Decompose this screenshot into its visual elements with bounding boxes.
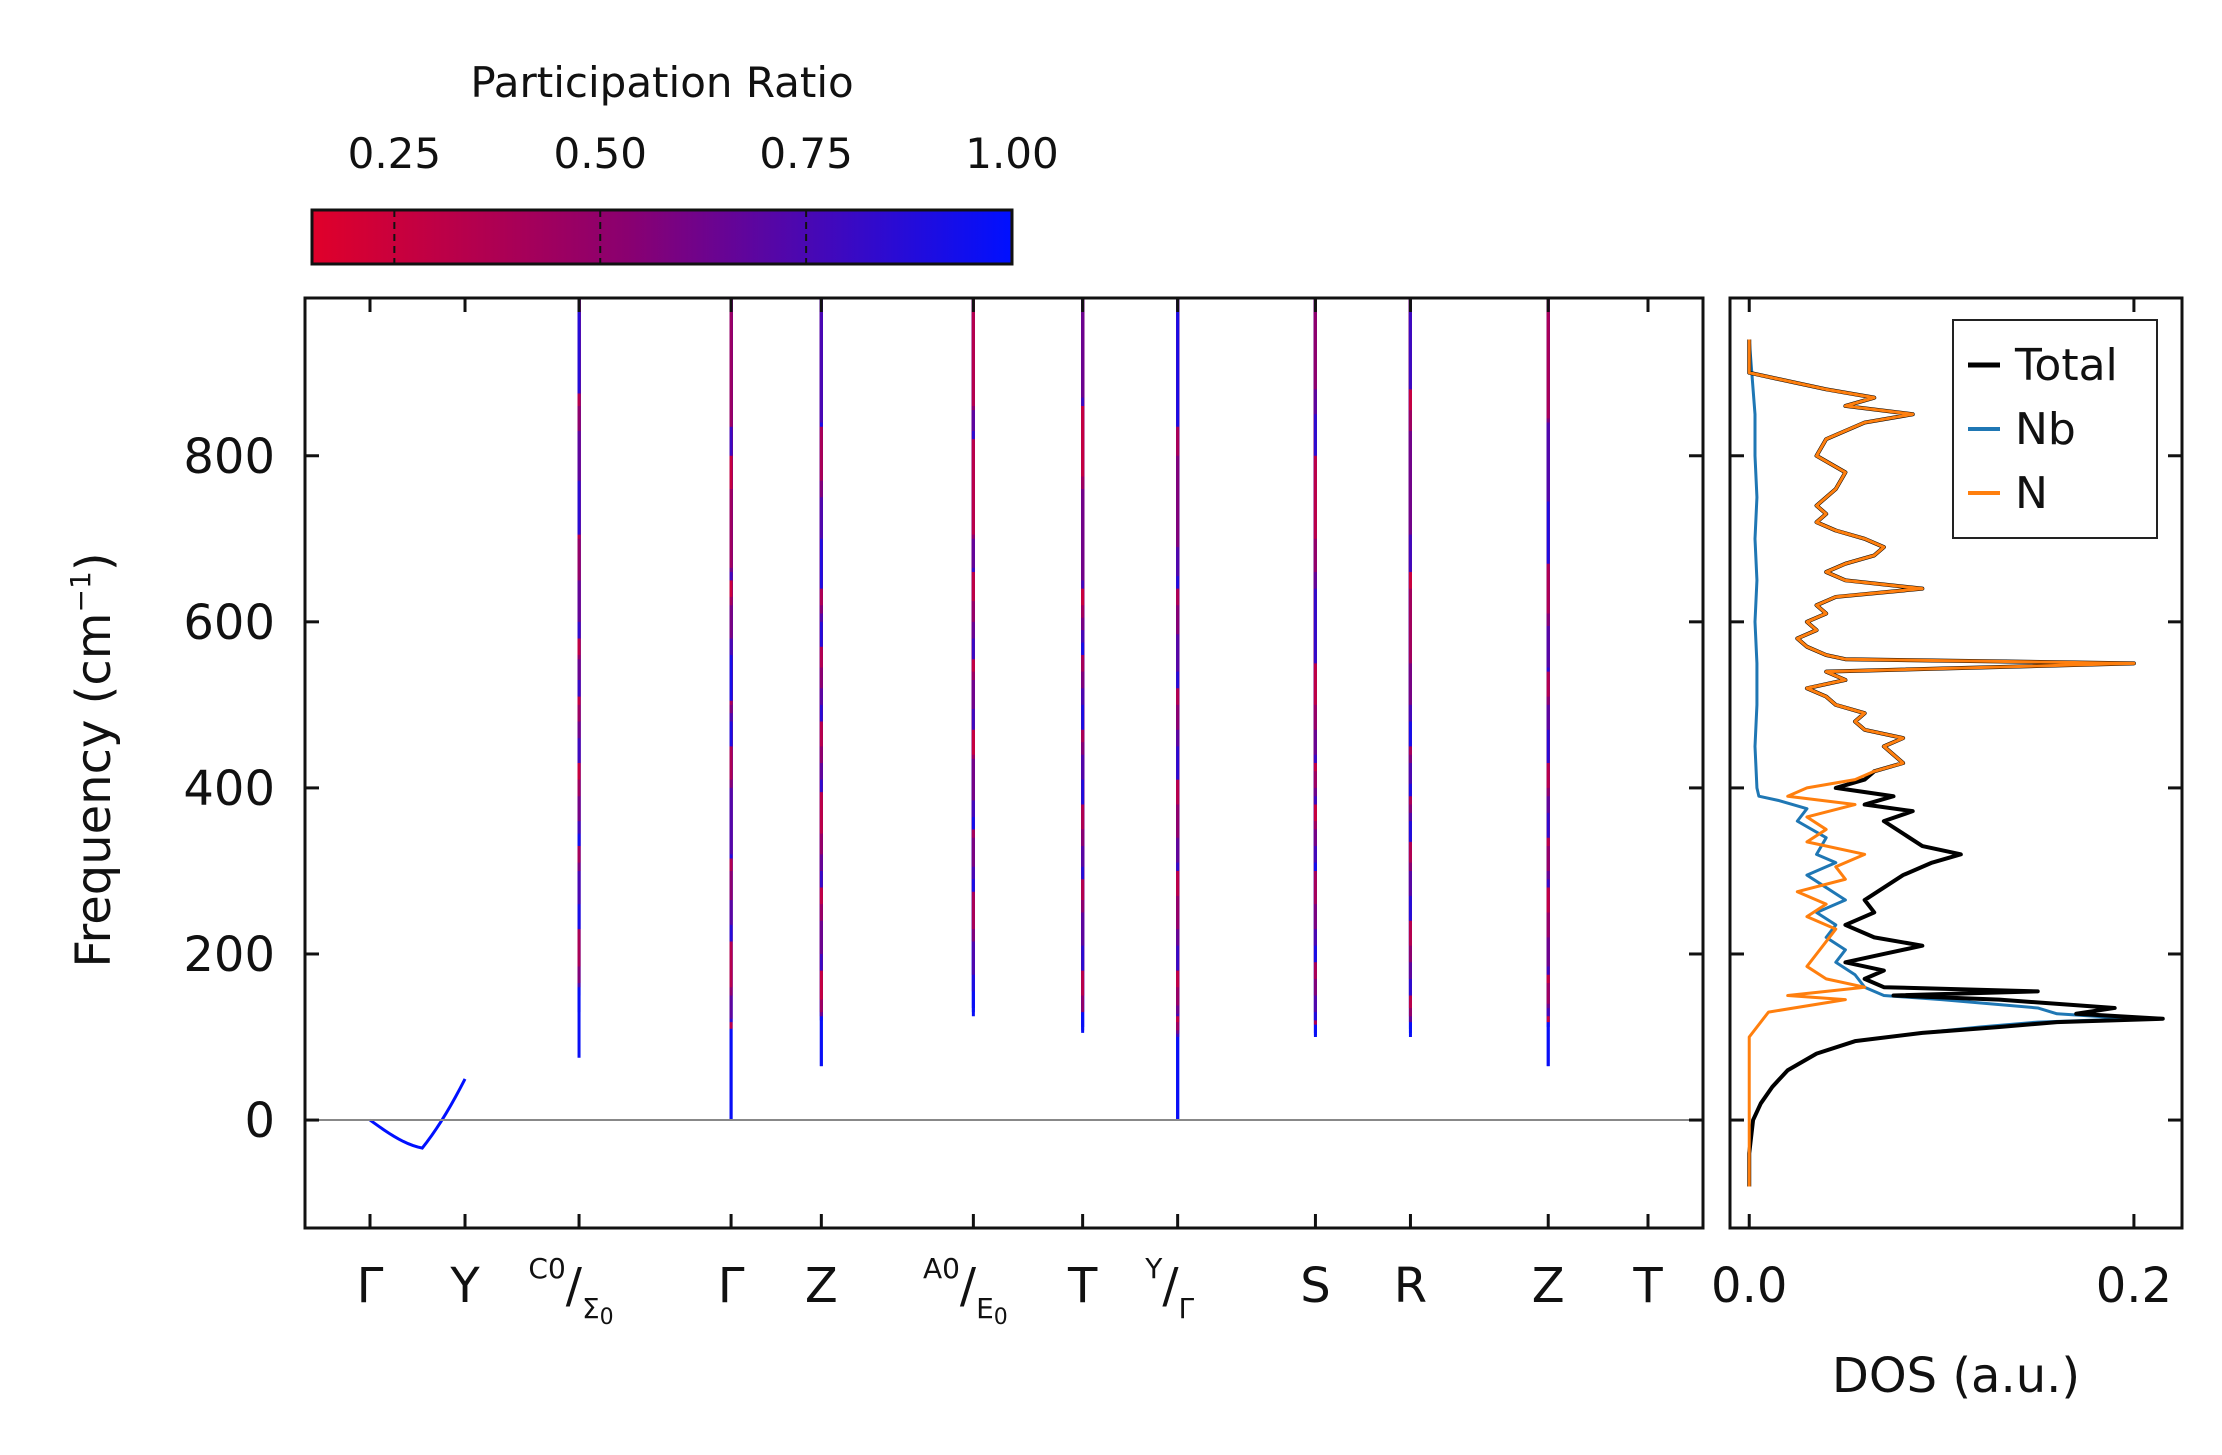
k-label-slash: /	[1162, 1258, 1179, 1314]
k-label-bottom: Σ	[582, 1292, 600, 1325]
colorbar-tick-label: 0.75	[759, 129, 853, 178]
k-label-top-sub: 0	[548, 1252, 566, 1285]
dos-x-tick-label: 0.2	[2096, 1258, 2172, 1314]
y-tick-label: 0	[244, 1093, 275, 1149]
k-point-label: T	[1067, 1258, 1098, 1314]
k-point-label: Γ	[357, 1258, 384, 1314]
k-label-top: A	[923, 1252, 942, 1285]
y-tick-label: 600	[183, 595, 275, 651]
k-label-bottom-sub: 0	[994, 1305, 1008, 1330]
k-point-label: R	[1394, 1258, 1427, 1314]
band-plot-frame	[303, 296, 1705, 1230]
band-y-ticks: 0 200 400 600 800	[183, 429, 1703, 1149]
k-point-label-composite: A0/E0	[923, 1252, 1008, 1330]
dos-x-axis-label: DOS (a.u.)	[1832, 1348, 2080, 1404]
k-label-top: C	[528, 1252, 548, 1285]
k-point-label: Z	[1532, 1258, 1565, 1314]
colorbar: Participation Ratio 0.25 0.50 0.75 1.00	[310, 58, 1059, 266]
dos-legend: Total Nb N	[1952, 319, 2158, 539]
dos-x-ticks: 0.0 0.2	[1711, 298, 2172, 1314]
band-lines	[369, 298, 1550, 1150]
colorbar-ticks	[393, 210, 808, 264]
dos-x-tick-label: 0.0	[1711, 1258, 1787, 1314]
colorbar-tick-label: 0.50	[553, 129, 647, 178]
dos-panel: 0.0 0.2 DOS (a.u.) Total Nb N	[1711, 296, 2184, 1404]
colorbar-title: Participation Ratio	[470, 58, 853, 107]
colorbar-gradient	[310, 208, 1014, 266]
k-label-top: Y	[1144, 1252, 1163, 1285]
k-point-label: Z	[805, 1258, 838, 1314]
k-point-label: S	[1300, 1258, 1330, 1314]
dos-curve-n	[1747, 339, 2136, 1187]
legend-label: Total	[2014, 340, 2118, 391]
band-y-axis-label: Frequency (cm−1)	[64, 552, 122, 967]
k-label-slash: /	[960, 1258, 977, 1314]
y-tick-label: 400	[183, 761, 275, 817]
k-point-label: T	[1632, 1258, 1663, 1314]
k-point-label: Y	[449, 1258, 480, 1314]
y-tick-label: 200	[183, 927, 275, 983]
band-line-unstable	[369, 1078, 467, 1150]
k-label-slash: /	[566, 1258, 583, 1314]
k-label-bottom: E	[976, 1292, 994, 1325]
dos-lines	[1747, 339, 2165, 1187]
y-tick-label: 800	[183, 429, 275, 485]
y-label-main: Frequency (cm	[66, 612, 122, 967]
dos-plot-frame	[1728, 296, 2184, 1230]
dos-y-ticks	[1730, 454, 2182, 1122]
k-point-label: Γ	[718, 1258, 745, 1314]
y-label-exponent: −1	[64, 571, 97, 612]
k-point-label-composite: Y/Γ	[1144, 1252, 1194, 1325]
legend-label: Nb	[2015, 404, 2076, 455]
band-k-ticks: Γ Y C0/Σ0Γ Z A0/E0T Y/Γ S R Z T	[357, 298, 1663, 1330]
colorbar-tick-label: 0.25	[348, 129, 442, 178]
colorbar-tick-label: 1.00	[965, 129, 1059, 178]
y-label-close: )	[66, 552, 122, 571]
k-point-label-composite: C0/Σ0	[528, 1252, 613, 1330]
legend-label: N	[2015, 468, 2048, 519]
k-label-bottom-sub: 0	[600, 1305, 614, 1330]
colorbar-tick-labels: 0.25 0.50 0.75 1.00	[348, 129, 1059, 178]
k-label-bottom: Γ	[1178, 1292, 1194, 1325]
k-label-top-sub: 0	[942, 1252, 960, 1285]
